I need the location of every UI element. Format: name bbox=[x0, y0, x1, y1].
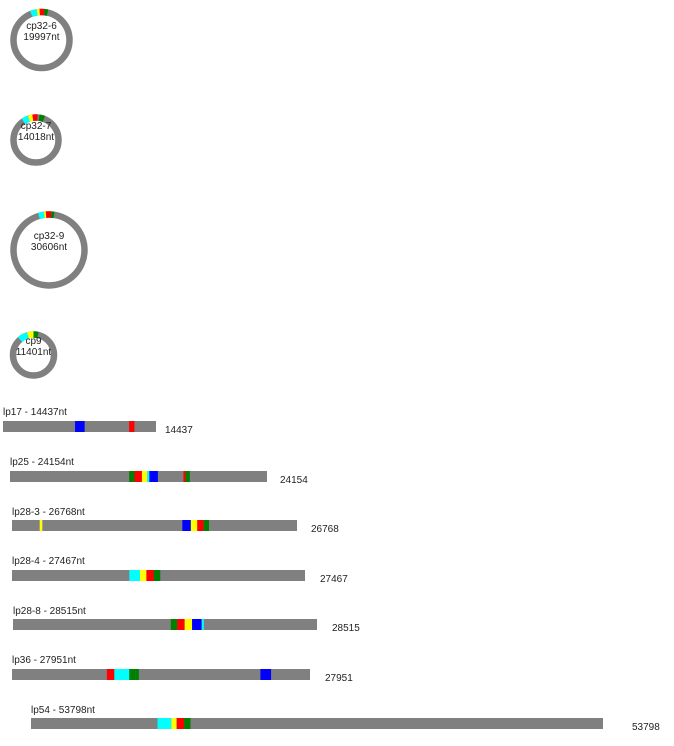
plasmid-size: 30606nt bbox=[31, 242, 67, 253]
plasmid-length-label: 26768 bbox=[311, 524, 339, 535]
feature-block-yellow bbox=[39, 520, 43, 531]
feature-block-blue bbox=[149, 471, 158, 482]
plasmid-title: lp54 - 53798nt bbox=[31, 705, 95, 716]
feature-arc-green bbox=[38, 114, 46, 123]
linear-backbone bbox=[13, 619, 317, 630]
feature-block-red bbox=[177, 619, 185, 630]
feature-arc-cyan bbox=[21, 115, 31, 125]
linear-plasmid-3: lp28-4 - 27467nt 27467 bbox=[12, 556, 348, 585]
feature-block-green bbox=[129, 669, 136, 680]
feature-block-blue bbox=[192, 619, 202, 630]
feature-arc-yellow bbox=[27, 114, 34, 122]
feature-block-red bbox=[176, 718, 185, 729]
feature-arc-cyan bbox=[17, 332, 29, 343]
linear-backbone bbox=[12, 520, 297, 531]
feature-block-yellow bbox=[141, 471, 148, 482]
feature-block-red bbox=[134, 471, 142, 482]
plasmid-length-label: 27951 bbox=[325, 673, 353, 684]
feature-arc-green bbox=[43, 8, 49, 16]
feature-block-yellow bbox=[184, 619, 193, 630]
feature-arc-cyan bbox=[30, 9, 38, 18]
linear-backbone bbox=[12, 669, 310, 680]
feature-block-red bbox=[106, 669, 115, 680]
plasmid-name: cp32-6 bbox=[26, 21, 57, 32]
feature-block-cyan bbox=[157, 718, 172, 729]
plasmid-length-label: 14437 bbox=[165, 425, 193, 436]
feature-block-cyan bbox=[201, 619, 204, 630]
plasmid-length-label: 27467 bbox=[320, 574, 348, 585]
feature-block-blue bbox=[260, 669, 272, 680]
plasmid-size: 19997nt bbox=[23, 32, 59, 43]
feature-arc-yellow bbox=[27, 331, 32, 339]
feature-block-red bbox=[146, 570, 154, 581]
linear-backbone bbox=[31, 718, 603, 729]
plasmid-name: cp32-7 bbox=[21, 121, 52, 132]
linear-plasmid-4: lp28-8 - 28515nt 28515 bbox=[13, 606, 360, 634]
feature-block-green bbox=[129, 471, 135, 482]
feature-arc-green bbox=[33, 331, 39, 339]
linear-plasmid-5: lp36 - 27951nt 27951 bbox=[12, 655, 353, 684]
plasmid-name: cp32-9 bbox=[34, 231, 65, 242]
plasmid-size: 14018nt bbox=[18, 132, 54, 143]
feature-block-yellow bbox=[171, 718, 177, 729]
feature-block-cyan bbox=[129, 570, 141, 581]
feature-arc-cyan bbox=[37, 211, 45, 220]
feature-block-yellow bbox=[190, 520, 198, 531]
plasmid-name: cp9 bbox=[25, 336, 42, 347]
plasmid-length-label: 53798 bbox=[632, 722, 660, 733]
plasmid-title: lp25 - 24154nt bbox=[10, 457, 74, 468]
feature-block-cyan bbox=[147, 471, 150, 482]
plasmid-length-label: 28515 bbox=[332, 623, 360, 634]
feature-block-red bbox=[183, 471, 186, 482]
feature-block-blue bbox=[75, 421, 85, 432]
feature-block-cyan bbox=[114, 669, 130, 680]
linear-plasmid-2: lp28-3 - 26768nt 26768 bbox=[12, 507, 339, 535]
linear-plasmid-6: lp54 - 53798nt 53798 bbox=[31, 705, 660, 733]
feature-block-green bbox=[170, 619, 178, 630]
feature-block-blue bbox=[182, 520, 191, 531]
linear-plasmid-0: lp17 - 14437nt 14437 bbox=[3, 407, 193, 436]
plasmid-title: lp28-4 - 27467nt bbox=[12, 556, 85, 567]
plasmid-title: lp36 - 27951nt bbox=[12, 655, 76, 666]
feature-block-yellow bbox=[140, 570, 147, 581]
plasmid-size: 11401nt bbox=[16, 347, 52, 358]
plasmid-length-label: 24154 bbox=[280, 475, 308, 486]
feature-block-green bbox=[185, 471, 190, 482]
feature-block-green bbox=[184, 718, 191, 729]
feature-block-green bbox=[203, 520, 209, 531]
feature-block-red bbox=[129, 421, 135, 432]
feature-block-green bbox=[135, 669, 139, 680]
feature-block-red bbox=[197, 520, 204, 531]
plasmid-title: lp17 - 14437nt bbox=[3, 407, 67, 418]
plasmid-title: lp28-3 - 26768nt bbox=[12, 507, 85, 518]
feature-block-green bbox=[153, 570, 161, 581]
linear-plasmid-1: lp25 - 24154nt 24154 bbox=[10, 457, 308, 486]
plasmid-title: lp28-8 - 28515nt bbox=[13, 606, 86, 617]
